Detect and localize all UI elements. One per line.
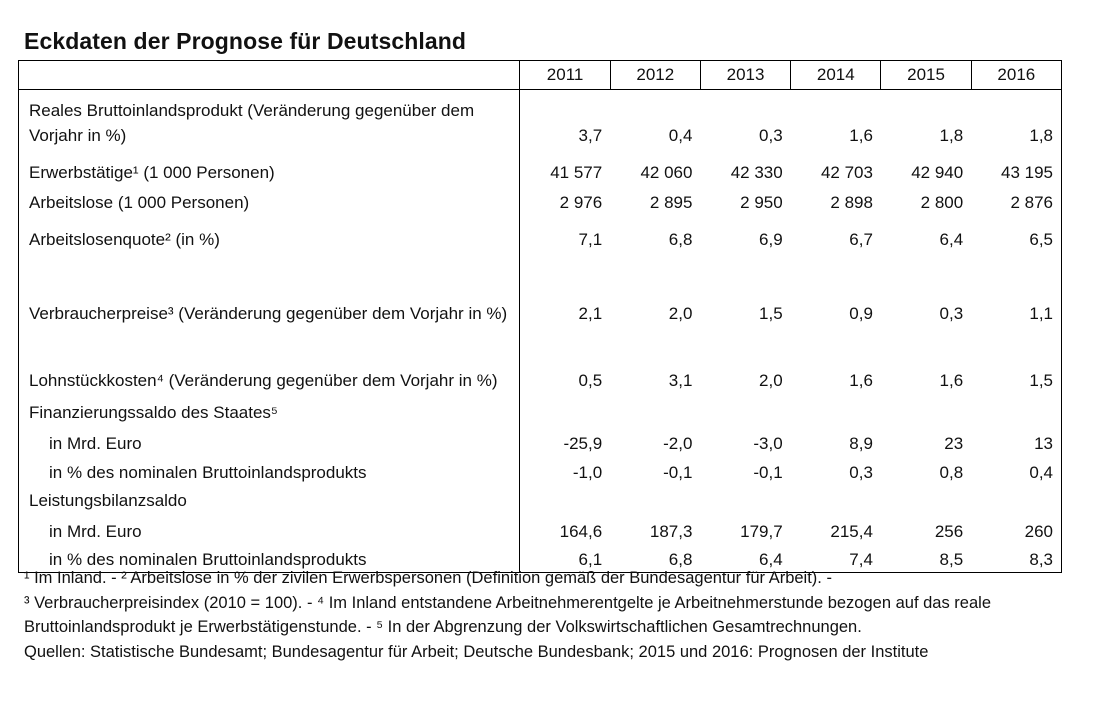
cell-value: 6,4 — [939, 230, 964, 249]
header-blank — [17, 60, 521, 90]
cell-value: 1,6 — [849, 371, 873, 390]
cell-value: 8,9 — [849, 434, 873, 453]
row-label: Finanzierungssaldo des Staates⁵ — [17, 393, 521, 425]
cell-value: 256 — [934, 522, 964, 541]
row-label: Leistungsbilanzsaldo — [17, 485, 521, 513]
cell-value: 2 898 — [830, 193, 873, 212]
cell-value: 2 895 — [649, 193, 693, 212]
cell-value: 0,5 — [578, 371, 603, 390]
cell-value: 42 703 — [820, 163, 873, 182]
cell-value: 6,4 — [700, 544, 791, 573]
cell-value: 0,3 — [759, 126, 783, 145]
cell-value: 1,6 — [849, 126, 873, 145]
cell-value: 2,1 — [578, 304, 603, 323]
header-year: 2011 — [519, 60, 611, 90]
row-label: Arbeitslose (1 000 Personen) — [17, 185, 521, 215]
cell-value: 1,8 — [971, 96, 1063, 148]
cell-value: 1,1 — [971, 252, 1063, 326]
cell-value: 8,5 — [880, 544, 972, 573]
table-row: in % des nominalen Bruttoinlandsprodukts… — [17, 544, 1063, 573]
table-row: Reales Bruttoinlandsprodukt (Veränderung… — [17, 96, 1063, 148]
cell-value: -3,0 — [753, 434, 783, 453]
cell-value: -0,1 — [663, 463, 693, 482]
cell-value: 3,7 — [578, 126, 603, 145]
row-label: Erwerbstätige¹ (1 000 Personen) — [17, 148, 521, 185]
row-label: Arbeitslosenquote² (in %) — [17, 215, 521, 252]
cell-value: 1,6 — [939, 371, 964, 390]
cell-value: 42 940 — [911, 163, 964, 182]
cell-value: 23 — [944, 434, 964, 453]
cell-value: 42 060 — [640, 163, 693, 182]
cell-value: 6,8 — [668, 230, 693, 249]
cell-value: -1,0 — [572, 463, 603, 482]
table-row: Verbraucherpreise³ (Veränderung gegenübe… — [17, 252, 1063, 326]
row-label: in Mrd. Euro — [17, 425, 521, 456]
cell-value: 8,3 — [971, 544, 1063, 573]
row-label: Reales Bruttoinlandsprodukt (Veränderung… — [17, 96, 521, 148]
cell-value: 2 800 — [920, 193, 964, 212]
cell-value: 6,1 — [519, 544, 611, 573]
footnote-3-5: ³ Verbraucherpreisindex (2010 = 100). - … — [24, 593, 991, 637]
cell-value: 1,8 — [939, 126, 964, 145]
row-label: in % des nominalen Bruttoinlandsprodukts — [17, 456, 521, 485]
cell-value: 6,9 — [759, 230, 783, 249]
table-row: in Mrd. Euro -25,9 -2,0 -3,0 8,9 23 13 — [17, 425, 1063, 456]
footnotes: ¹ Im Inland. - ² Arbeitslose in % der zi… — [24, 566, 1064, 664]
row-label: in Mrd. Euro — [17, 513, 521, 544]
data-table: 2011 2012 2013 2014 2015 2016 Reales Bru… — [17, 60, 1063, 573]
cell-value: 179,7 — [740, 522, 783, 541]
header-year: 2016 — [970, 60, 1063, 90]
cell-value: 2 950 — [740, 193, 783, 212]
cell-value: 215,4 — [830, 522, 873, 541]
header-year: 2015 — [880, 60, 972, 90]
footnote-1-2: ¹ Im Inland. - ² Arbeitslose in % der zi… — [24, 569, 832, 587]
cell-value: 41 577 — [550, 163, 603, 182]
cell-value: -25,9 — [563, 434, 603, 453]
cell-value: -2,0 — [663, 434, 693, 453]
header-year: 2013 — [699, 60, 792, 90]
cell-value: 0,9 — [849, 304, 873, 323]
cell-value: 6,7 — [849, 230, 873, 249]
table-row: Lohnstückkosten⁴ (Veränderung gegenüber … — [17, 326, 1063, 393]
table-row: in % des nominalen Bruttoinlandsprodukts… — [17, 456, 1063, 485]
table-row: Arbeitslosenquote² (in %) 7,1 6,8 6,9 6,… — [17, 215, 1063, 252]
cell-value: 0,3 — [939, 304, 964, 323]
cell-value: 260 — [971, 513, 1063, 544]
cell-value: 6,5 — [971, 215, 1063, 252]
header-year: 2014 — [790, 60, 882, 90]
cell-value: 0,8 — [939, 463, 964, 482]
cell-value: 0,3 — [849, 463, 873, 482]
header-year: 2012 — [609, 60, 701, 90]
header-row: 2011 2012 2013 2014 2015 2016 — [17, 60, 1063, 90]
table-row: Arbeitslose (1 000 Personen) 2 976 2 895… — [17, 185, 1063, 215]
table-row: Leistungsbilanzsaldo — [17, 485, 1063, 513]
cell-value: 6,8 — [610, 544, 701, 573]
cell-value: 0,4 — [971, 456, 1063, 485]
cell-value: 2,0 — [668, 304, 693, 323]
row-label: in % des nominalen Bruttoinlandsprodukts — [17, 544, 521, 573]
cell-value: 1,5 — [759, 304, 783, 323]
row-label: Lohnstückkosten⁴ (Veränderung gegenüber … — [17, 326, 521, 393]
cell-value: 2 876 — [971, 185, 1063, 215]
cell-value: 7,1 — [578, 230, 603, 249]
table-title: Eckdaten der Prognose für Deutschland — [24, 28, 467, 54]
table-row: Erwerbstätige¹ (1 000 Personen) 41 577 4… — [17, 148, 1063, 185]
cell-value: 7,4 — [790, 544, 881, 573]
cell-value: 187,3 — [649, 522, 693, 541]
cell-value: 42 330 — [730, 163, 783, 182]
cell-value: -0,1 — [753, 463, 783, 482]
cell-value: 0,4 — [668, 126, 693, 145]
table-row: in Mrd. Euro 164,6 187,3 179,7 215,4 256… — [17, 513, 1063, 544]
cell-value: 1,5 — [971, 326, 1063, 393]
cell-value: 164,6 — [559, 522, 603, 541]
cell-value: 13 — [971, 425, 1063, 456]
row-label: Verbraucherpreise³ (Veränderung gegenübe… — [17, 252, 521, 326]
table-row: Finanzierungssaldo des Staates⁵ — [17, 393, 1063, 425]
cell-value: 43 195 — [971, 148, 1063, 185]
cell-value: 2,0 — [759, 371, 783, 390]
source-note: Quellen: Statistische Bundesamt; Bundesa… — [24, 642, 929, 661]
cell-value: 3,1 — [668, 371, 693, 390]
cell-value: 2 976 — [559, 193, 603, 212]
